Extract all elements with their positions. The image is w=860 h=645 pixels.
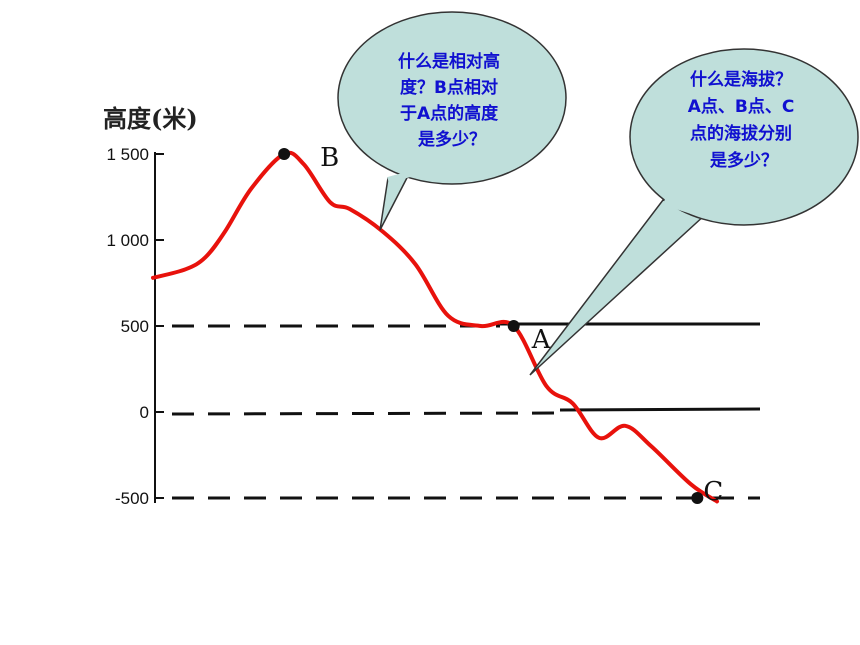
bubble-2-text: 什么是海拔？ A点、B点、C 点的海拔分别 是多少？ <box>688 69 801 171</box>
point-a-label: A <box>531 325 552 355</box>
bubble-1-seam <box>387 171 411 183</box>
y-tick-label: 500 <box>121 317 149 336</box>
y-ticks: 1 500 1 000 500 0 -500 <box>106 145 164 508</box>
bubble-2-line-3: 点的海拔分别 <box>690 123 792 144</box>
point-b-label: B <box>320 143 339 173</box>
bubble-1-line-2: 度？B点相对 <box>400 77 498 98</box>
speech-bubble-altitude: 什么是海拔？ A点、B点、C 点的海拔分别 是多少？ <box>529 48 859 376</box>
point-a-marker <box>507 320 520 332</box>
y-tick-label: 0 <box>140 403 149 422</box>
bubble-2-tail <box>529 199 708 376</box>
elevation-profile-line <box>151 150 719 504</box>
bubble-1-body <box>337 11 567 185</box>
speech-bubble-relative-height: 什么是相对高 度？B点相对 于A点的高度 是多少？ <box>337 11 567 231</box>
bubble-1-line-4: 是多少？ <box>418 129 486 150</box>
y-axis-title: 高度(米) <box>103 104 198 133</box>
bubble-1-line-1: 什么是相对高 <box>398 51 500 72</box>
bubble-2-line-2: A点、B点、C <box>688 96 795 117</box>
bubble-1-text: 什么是相对高 度？B点相对 于A点的高度 是多少？ <box>398 51 506 150</box>
bubble-2-line-1: 什么是海拔？ <box>690 69 792 90</box>
bubble-2-body <box>629 48 859 226</box>
y-tick-label: -500 <box>115 489 149 508</box>
y-tick-label: 1 000 <box>106 231 149 250</box>
bubble-2-line-4: 是多少？ <box>710 150 778 171</box>
bubble-1-line-3: 于A点的高度 <box>400 103 499 124</box>
reference-lines <box>171 322 761 500</box>
reference-line-solid <box>559 407 761 412</box>
point-c-label: C <box>703 477 723 507</box>
y-tick-label: 1 500 <box>106 145 149 164</box>
bubble-2-seam <box>663 199 705 218</box>
point-c-marker <box>691 492 704 504</box>
point-b-marker <box>278 148 291 160</box>
marked-points: B A C <box>278 143 723 507</box>
reference-line-dashed <box>171 411 561 416</box>
